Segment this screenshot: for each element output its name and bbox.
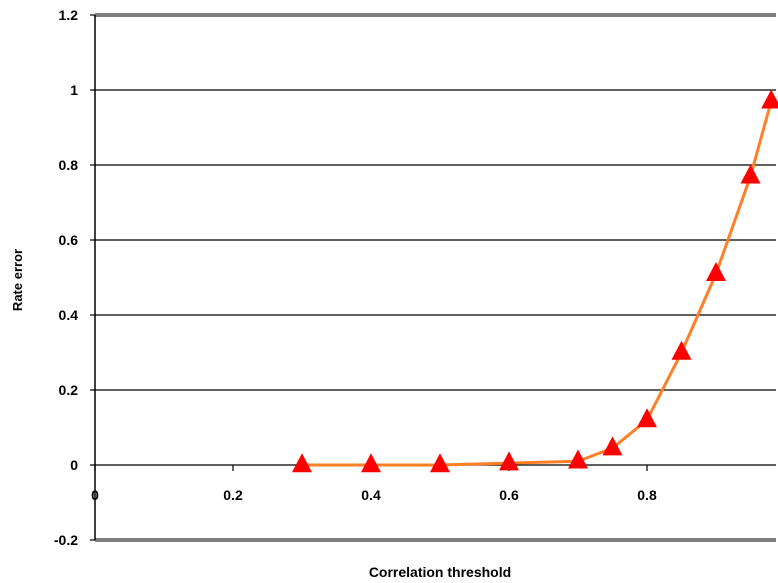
x-axis-label: Correlation threshold: [369, 564, 511, 580]
y-tick-label: -0.2: [54, 532, 78, 548]
x-tick-label: 0.6: [499, 487, 519, 503]
y-tick-label: 0.6: [59, 232, 79, 248]
data-point-marker: [430, 453, 450, 473]
data-point-marker: [706, 261, 726, 281]
data-point-marker: [361, 453, 381, 473]
data-point-marker: [292, 453, 312, 473]
x-tick-label: 0: [91, 487, 99, 503]
y-tick-label: 1.2: [59, 7, 79, 23]
series-line: [302, 100, 773, 467]
data-point-marker: [740, 164, 761, 184]
data-point-marker: [499, 451, 519, 471]
x-axis-ticks: 0 0.2 0.4 0.6 0.8: [91, 465, 657, 503]
y-tick-label: 1: [70, 82, 78, 98]
data-point-marker: [761, 89, 778, 109]
y-axis-ticks: -0.2 0 0.2 0.4 0.6 0.8 1 1.2: [54, 7, 95, 548]
series-group: [292, 89, 778, 473]
data-point-marker: [568, 449, 588, 469]
y-tick-label: 0.8: [59, 157, 79, 173]
x-tick-label: 0.4: [361, 487, 381, 503]
x-tick-label: 0.2: [223, 487, 243, 503]
data-point-marker: [637, 408, 657, 428]
y-axis-label: Rate error: [10, 249, 25, 311]
x-tick-label: 0.8: [637, 487, 657, 503]
grid-lines: [95, 89, 776, 466]
y-tick-label: 0.4: [59, 307, 79, 323]
data-point-marker: [671, 340, 692, 360]
plot-frame: [94, 13, 776, 542]
y-tick-label: 0.2: [59, 382, 79, 398]
y-tick-label: 0: [70, 457, 78, 473]
data-point-marker: [602, 436, 623, 456]
